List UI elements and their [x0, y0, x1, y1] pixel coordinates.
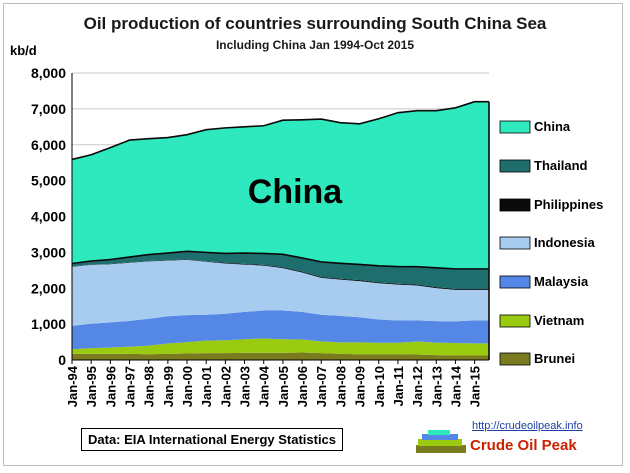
legend-label-brunei: Brunei	[534, 351, 575, 366]
source-note: Data: EIA International Energy Statistic…	[81, 428, 344, 451]
x-tick-label: Jan-98	[142, 366, 157, 407]
legend-swatch-indonesia	[499, 236, 531, 250]
y-axis-label: kb/d	[10, 43, 37, 58]
y-tick-label: 4,000	[31, 209, 66, 225]
x-tick-label: Jan-08	[333, 366, 348, 407]
x-tick-label: Jan-15	[468, 366, 483, 407]
legend-swatch-philippines	[499, 198, 531, 212]
area-china	[72, 101, 489, 269]
source-url-link[interactable]: http://crudeoilpeak.info	[472, 420, 583, 432]
x-tick-label: Jan-05	[276, 366, 291, 407]
x-tick-label: Jan-96	[103, 366, 118, 407]
legend-label-vietnam: Vietnam	[534, 313, 584, 328]
y-tick-label: 2,000	[31, 280, 66, 296]
chart-title: Oil production of countries surrounding …	[83, 14, 547, 33]
crude-oil-peak-logo-icon	[416, 430, 466, 453]
x-tick-label: Jan-02	[218, 366, 233, 407]
y-tick-label: 7,000	[31, 101, 66, 117]
y-tick-label: 3,000	[31, 244, 66, 260]
legend-label-indonesia: Indonesia	[534, 235, 595, 250]
x-tick-label: Jan-97	[123, 366, 138, 407]
legend-swatch-brunei	[499, 352, 531, 366]
area-vietnam	[72, 338, 489, 356]
y-tick-label: 1,000	[31, 316, 66, 332]
x-tick-label: Jan-09	[353, 366, 368, 407]
legend-label-malaysia: Malaysia	[534, 274, 589, 289]
x-tick-label: Jan-99	[161, 366, 176, 407]
legend-swatch-vietnam	[499, 314, 531, 328]
x-tick-label: Jan-11	[391, 366, 406, 406]
legend-swatch-thailand	[499, 159, 531, 173]
x-tick-label: Jan-00	[180, 366, 195, 407]
brand-name: Crude Oil Peak	[470, 437, 577, 454]
legend-label-china: China	[534, 119, 571, 134]
y-tick-label: 6,000	[31, 137, 66, 153]
area-malaysia	[72, 310, 489, 350]
area-indonesia	[72, 259, 489, 326]
x-tick-label: Jan-95	[84, 366, 99, 407]
x-tick-label: Jan-12	[410, 366, 425, 407]
y-tick-label: 5,000	[31, 173, 66, 189]
thailand-top-line	[71, 250, 489, 270]
legend-label-philippines: Philippines	[534, 197, 603, 212]
china-area-label: China	[248, 173, 344, 211]
area-brunei	[72, 352, 489, 360]
x-tick-label: Jan-04	[257, 365, 272, 407]
total-top-line	[71, 100, 489, 161]
legend-label-thailand: Thailand	[534, 158, 588, 173]
y-tick-label: 8,000	[31, 65, 66, 81]
x-tick-label: Jan-01	[199, 366, 214, 407]
x-tick-label: Jan-03	[238, 366, 253, 407]
legend-swatch-malaysia	[499, 275, 531, 289]
x-tick-label: Jan-10	[372, 366, 387, 407]
x-tick-label: Jan-07	[314, 366, 329, 407]
legend-swatch-china	[499, 120, 531, 134]
x-tick-label: Jan-14	[448, 365, 463, 407]
x-tick-label: Jan-06	[295, 366, 310, 407]
chart-subtitle: Including China Jan 1994-Oct 2015	[215, 38, 415, 52]
x-tick-label: Jan-94	[65, 365, 80, 407]
y-tick-label: 0	[58, 352, 66, 368]
area-thailand	[72, 251, 489, 289]
x-tick-label: Jan-13	[429, 366, 444, 407]
